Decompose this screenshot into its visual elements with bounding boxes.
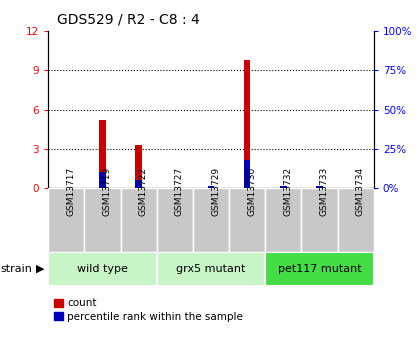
Text: grx5 mutant: grx5 mutant bbox=[176, 264, 246, 274]
Bar bbox=[99, 172, 106, 188]
Text: GSM13722: GSM13722 bbox=[139, 167, 148, 216]
Bar bbox=[265, 188, 302, 252]
Bar bbox=[316, 186, 323, 188]
Bar bbox=[84, 188, 121, 252]
Text: GSM13734: GSM13734 bbox=[356, 167, 365, 216]
Text: GSM13717: GSM13717 bbox=[66, 167, 75, 216]
Bar bbox=[121, 188, 157, 252]
Text: GSM13733: GSM13733 bbox=[320, 167, 328, 216]
Bar bbox=[193, 188, 229, 252]
Bar bbox=[136, 180, 142, 188]
Bar bbox=[99, 120, 106, 188]
Bar bbox=[302, 188, 338, 252]
Text: ▶: ▶ bbox=[37, 264, 45, 274]
Text: GSM13719: GSM13719 bbox=[102, 167, 112, 216]
Legend: count, percentile rank within the sample: count, percentile rank within the sample bbox=[53, 298, 243, 322]
Text: pet117 mutant: pet117 mutant bbox=[278, 264, 361, 274]
Text: GSM13732: GSM13732 bbox=[284, 167, 292, 216]
Bar bbox=[280, 186, 286, 188]
Bar bbox=[244, 160, 250, 188]
Bar bbox=[338, 188, 374, 252]
Bar bbox=[157, 252, 265, 286]
Bar bbox=[157, 188, 193, 252]
Text: strain: strain bbox=[1, 264, 33, 274]
Bar bbox=[208, 186, 214, 188]
Bar bbox=[136, 145, 142, 188]
Bar bbox=[265, 252, 374, 286]
Text: GSM13729: GSM13729 bbox=[211, 167, 220, 216]
Bar bbox=[244, 60, 250, 188]
Text: GSM13730: GSM13730 bbox=[247, 167, 256, 216]
Text: GDS529 / R2 - C8 : 4: GDS529 / R2 - C8 : 4 bbox=[57, 12, 200, 26]
Text: GSM13727: GSM13727 bbox=[175, 167, 184, 216]
Text: wild type: wild type bbox=[77, 264, 128, 274]
Bar bbox=[48, 252, 157, 286]
Bar bbox=[48, 188, 84, 252]
Bar bbox=[229, 188, 265, 252]
